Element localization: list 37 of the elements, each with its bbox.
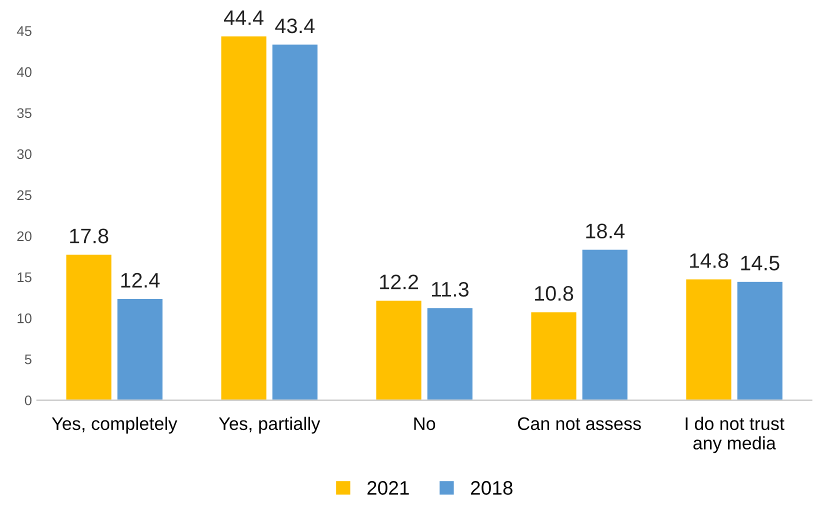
data-label: 14.8 [690, 253, 728, 268]
data-label: 17.8 [70, 228, 108, 244]
y-tick-label: 30 [17, 149, 32, 160]
y-tick-label: 15 [18, 272, 32, 282]
x-tick-label: Yes, partially [218, 416, 320, 434]
data-label: 12.2 [380, 274, 418, 290]
bar [530, 310, 578, 400]
y-tick-label: 0 [24, 395, 32, 406]
data-label: 18.4 [586, 224, 625, 238]
bar [64, 253, 113, 400]
y-tick-label: 5 [24, 354, 32, 364]
bar [426, 306, 474, 400]
y-tick-label: 25 [17, 190, 32, 200]
data-label: 43.4 [275, 18, 315, 34]
bar [374, 299, 423, 400]
bar [580, 248, 629, 400]
x-tick-label: I do not trust any media [686, 416, 784, 454]
y-tick-label: 40 [16, 67, 32, 77]
legend-label: 2021 [367, 481, 409, 495]
x-tick-label: No [414, 417, 436, 430]
y-tick-label: 35 [17, 108, 32, 118]
y-tick-label: 45 [16, 26, 32, 36]
y-tick-label: 20 [17, 231, 32, 242]
data-label: 44.4 [224, 10, 264, 25]
data-label: 10.8 [535, 286, 574, 301]
x-tick-label: Can not assess [518, 417, 641, 430]
x-tick-label: Yes, completely [52, 416, 178, 434]
bar [271, 43, 319, 400]
data-label: 11.3 [432, 282, 469, 297]
bar [736, 280, 784, 400]
data-label: 12.4 [121, 272, 160, 288]
bar [116, 298, 164, 400]
data-label: 14.5 [741, 256, 780, 270]
y-tick-label: 10 [18, 313, 32, 324]
legend-label: 2018 [471, 481, 512, 495]
bar [684, 278, 733, 400]
bar [220, 35, 268, 400]
